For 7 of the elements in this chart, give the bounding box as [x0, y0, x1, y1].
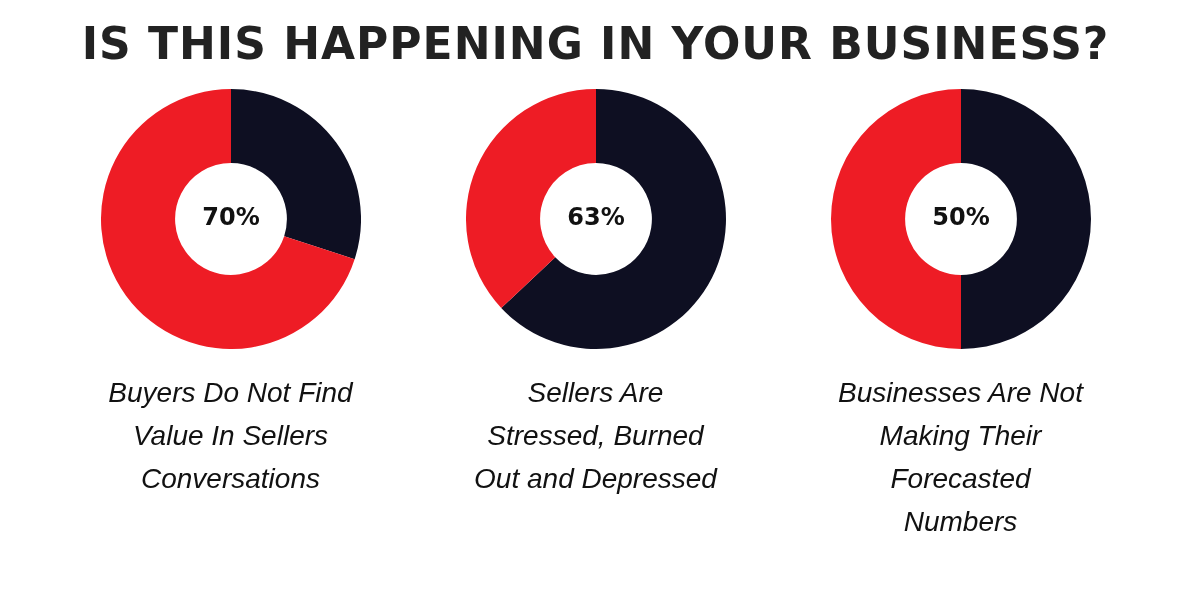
- text: Businesses Are Not Making Their Forecasted Numbers: [837, 376, 1085, 539]
- text: 63%: [566, 203, 625, 232]
- text: IS THIS HAPPENING IN YOUR BUSINESS?: [80, 17, 1111, 69]
- text: 50%: [931, 203, 990, 232]
- text: 70%: [201, 203, 260, 232]
- text: Sellers Are Stressed, Burned Out and Depressed: [473, 376, 719, 496]
- text: Buyers Do Not Find Value In Sellers Conversations: [107, 376, 355, 496]
